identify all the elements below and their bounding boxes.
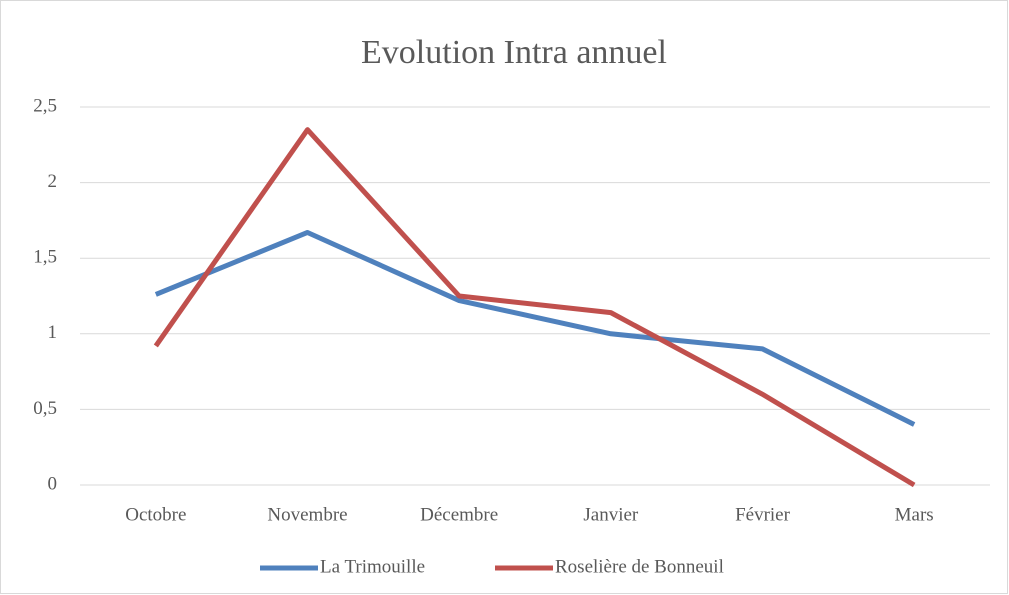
y-tick-label: 2 [48, 171, 58, 192]
line-series [154, 229, 916, 427]
x-tick-label: Mars [895, 504, 934, 525]
line-series [153, 127, 916, 488]
x-tick-label: Janvier [583, 504, 639, 525]
x-tick-label: Février [735, 504, 791, 525]
legend-label: Roselière de Bonneuil [555, 556, 724, 577]
chart-title: Evolution Intra annuel [361, 34, 667, 71]
y-tick-label: 1,5 [33, 247, 57, 268]
legend-label: La Trimouille [320, 556, 425, 577]
x-tick-label: Décembre [420, 504, 498, 525]
y-tick-label: 0,5 [33, 398, 57, 419]
x-tick-label: Octobre [125, 504, 186, 525]
y-tick-label: 1 [48, 322, 58, 343]
y-tick-label: 2,5 [33, 95, 57, 116]
y-tick-label: 0 [48, 473, 58, 494]
x-tick-label: Novembre [267, 504, 347, 525]
